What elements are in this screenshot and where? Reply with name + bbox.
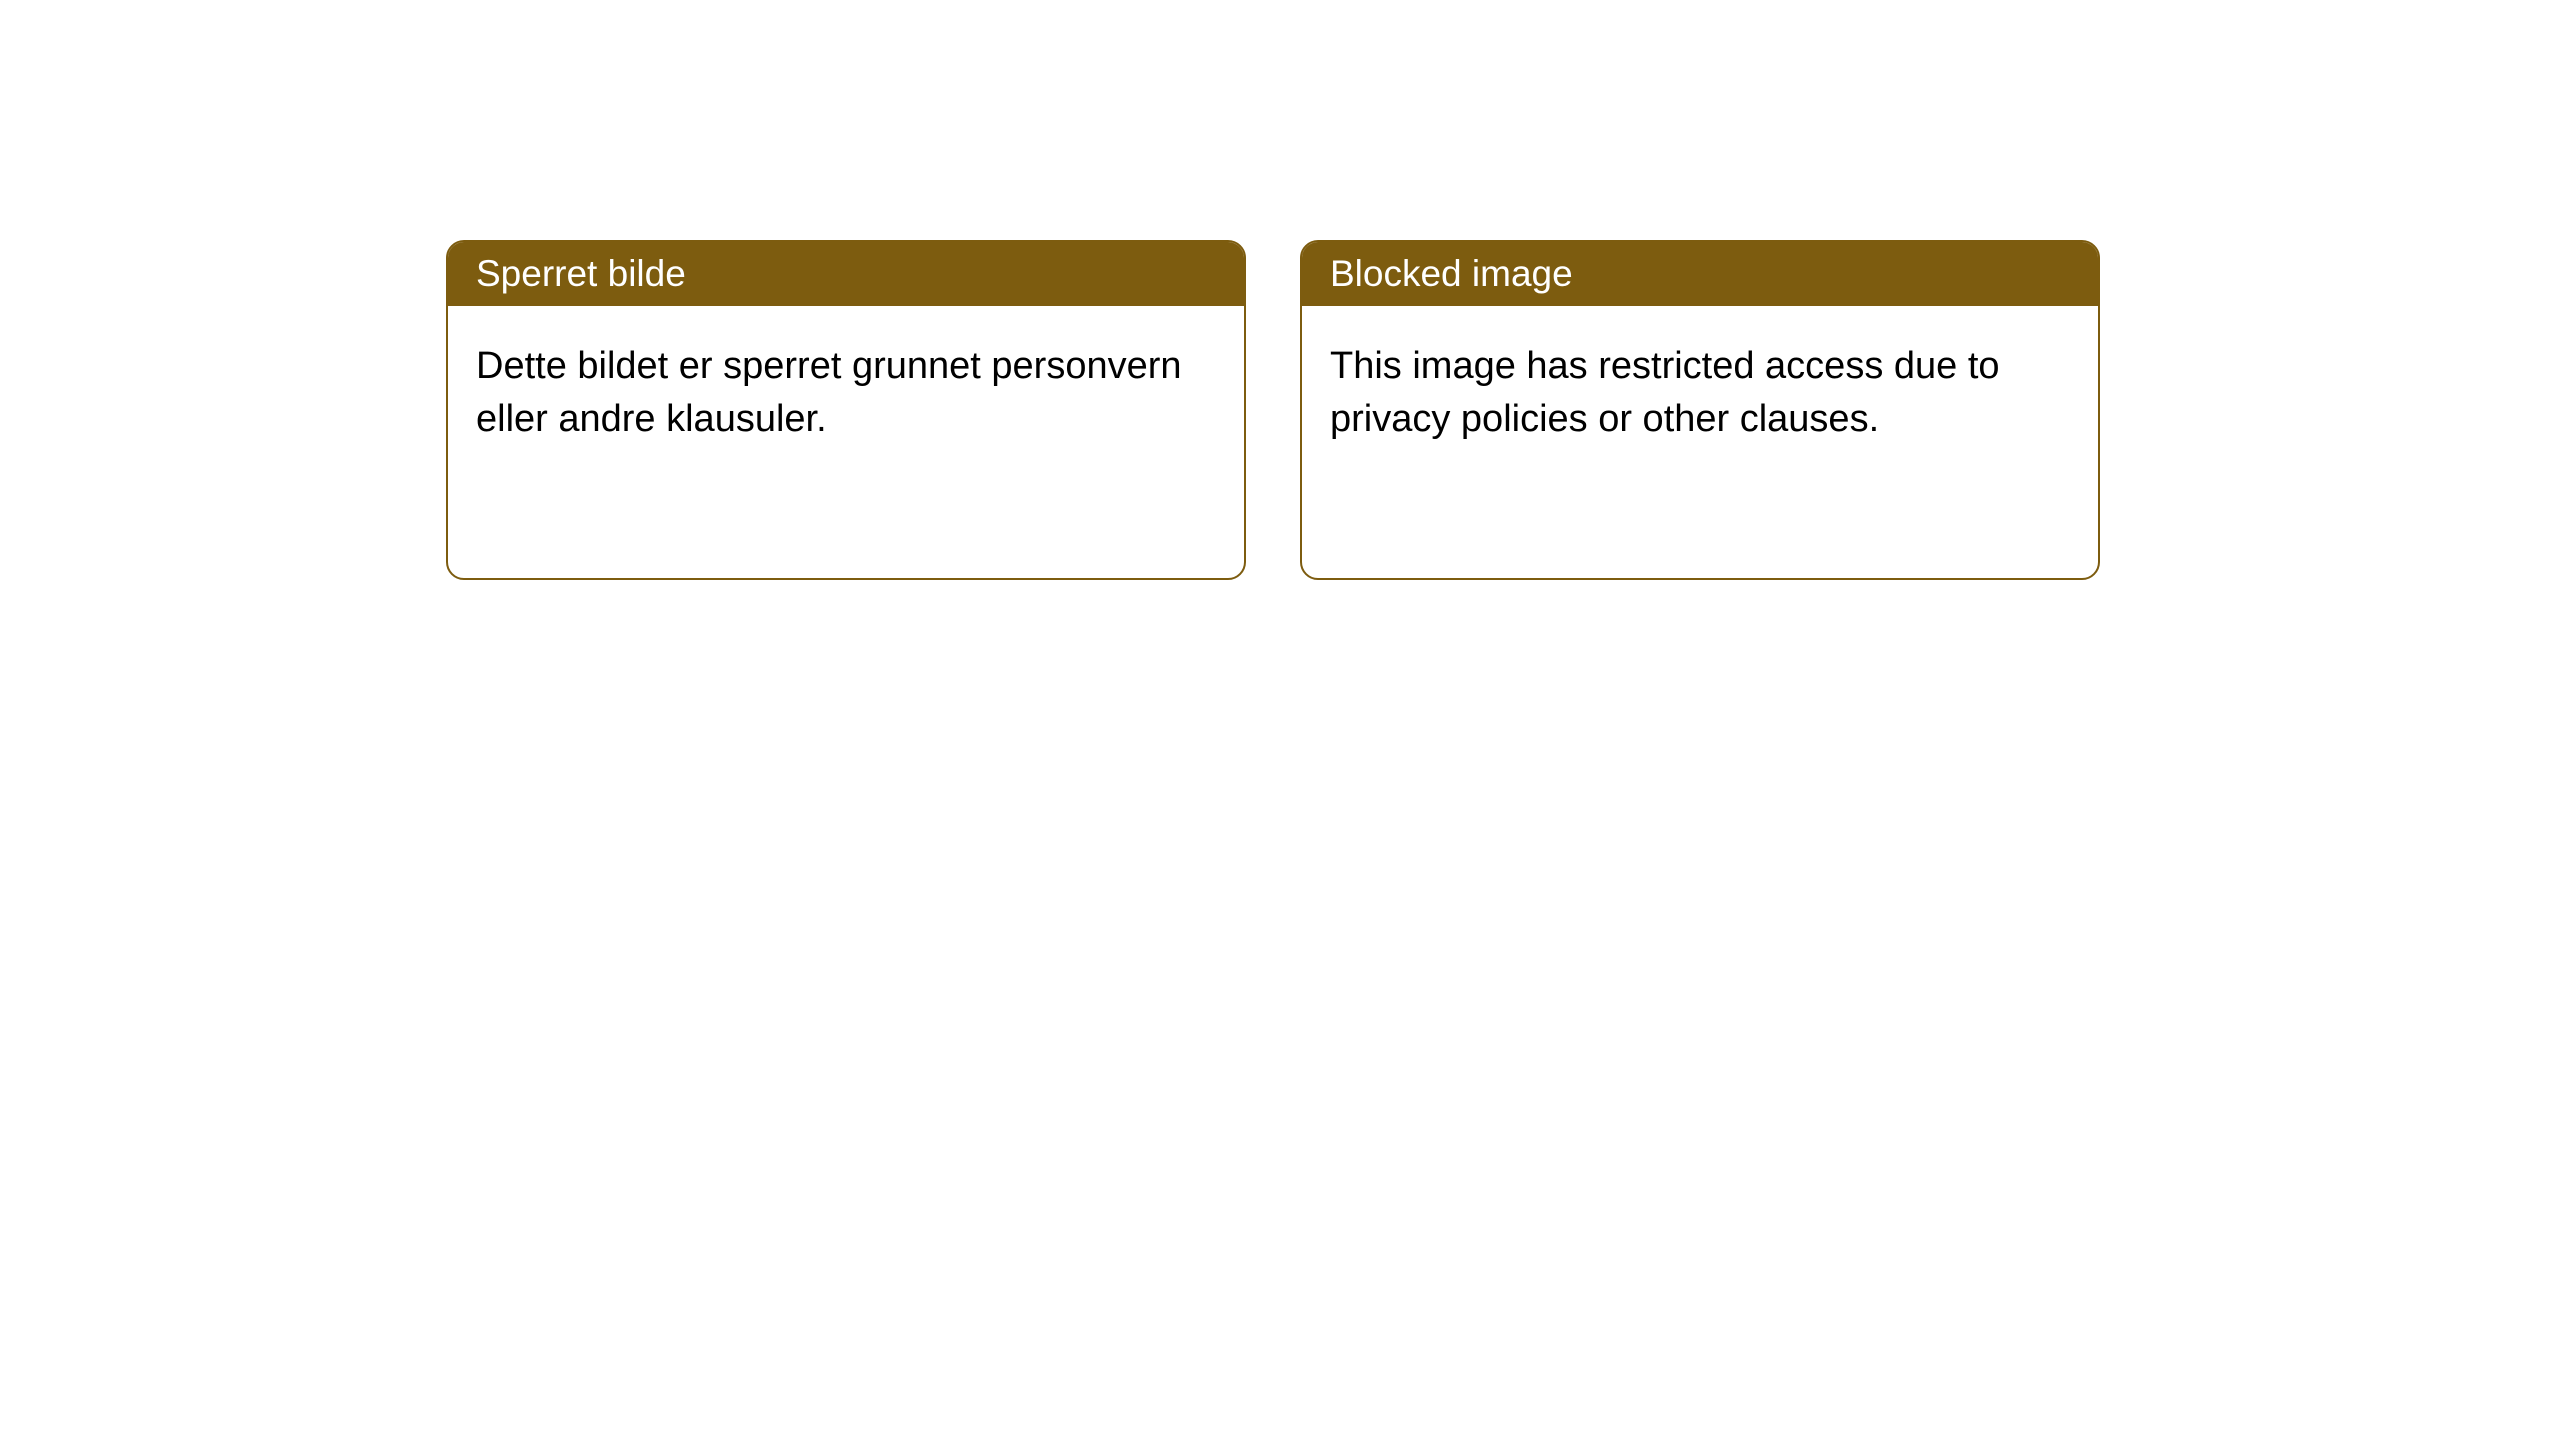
notice-title: Sperret bilde [448,242,1244,306]
notice-container: Sperret bilde Dette bildet er sperret gr… [446,240,2100,580]
notice-body: Dette bildet er sperret grunnet personve… [448,306,1244,479]
notice-title: Blocked image [1302,242,2098,306]
notice-card-english: Blocked image This image has restricted … [1300,240,2100,580]
notice-body: This image has restricted access due to … [1302,306,2098,479]
notice-card-norwegian: Sperret bilde Dette bildet er sperret gr… [446,240,1246,580]
